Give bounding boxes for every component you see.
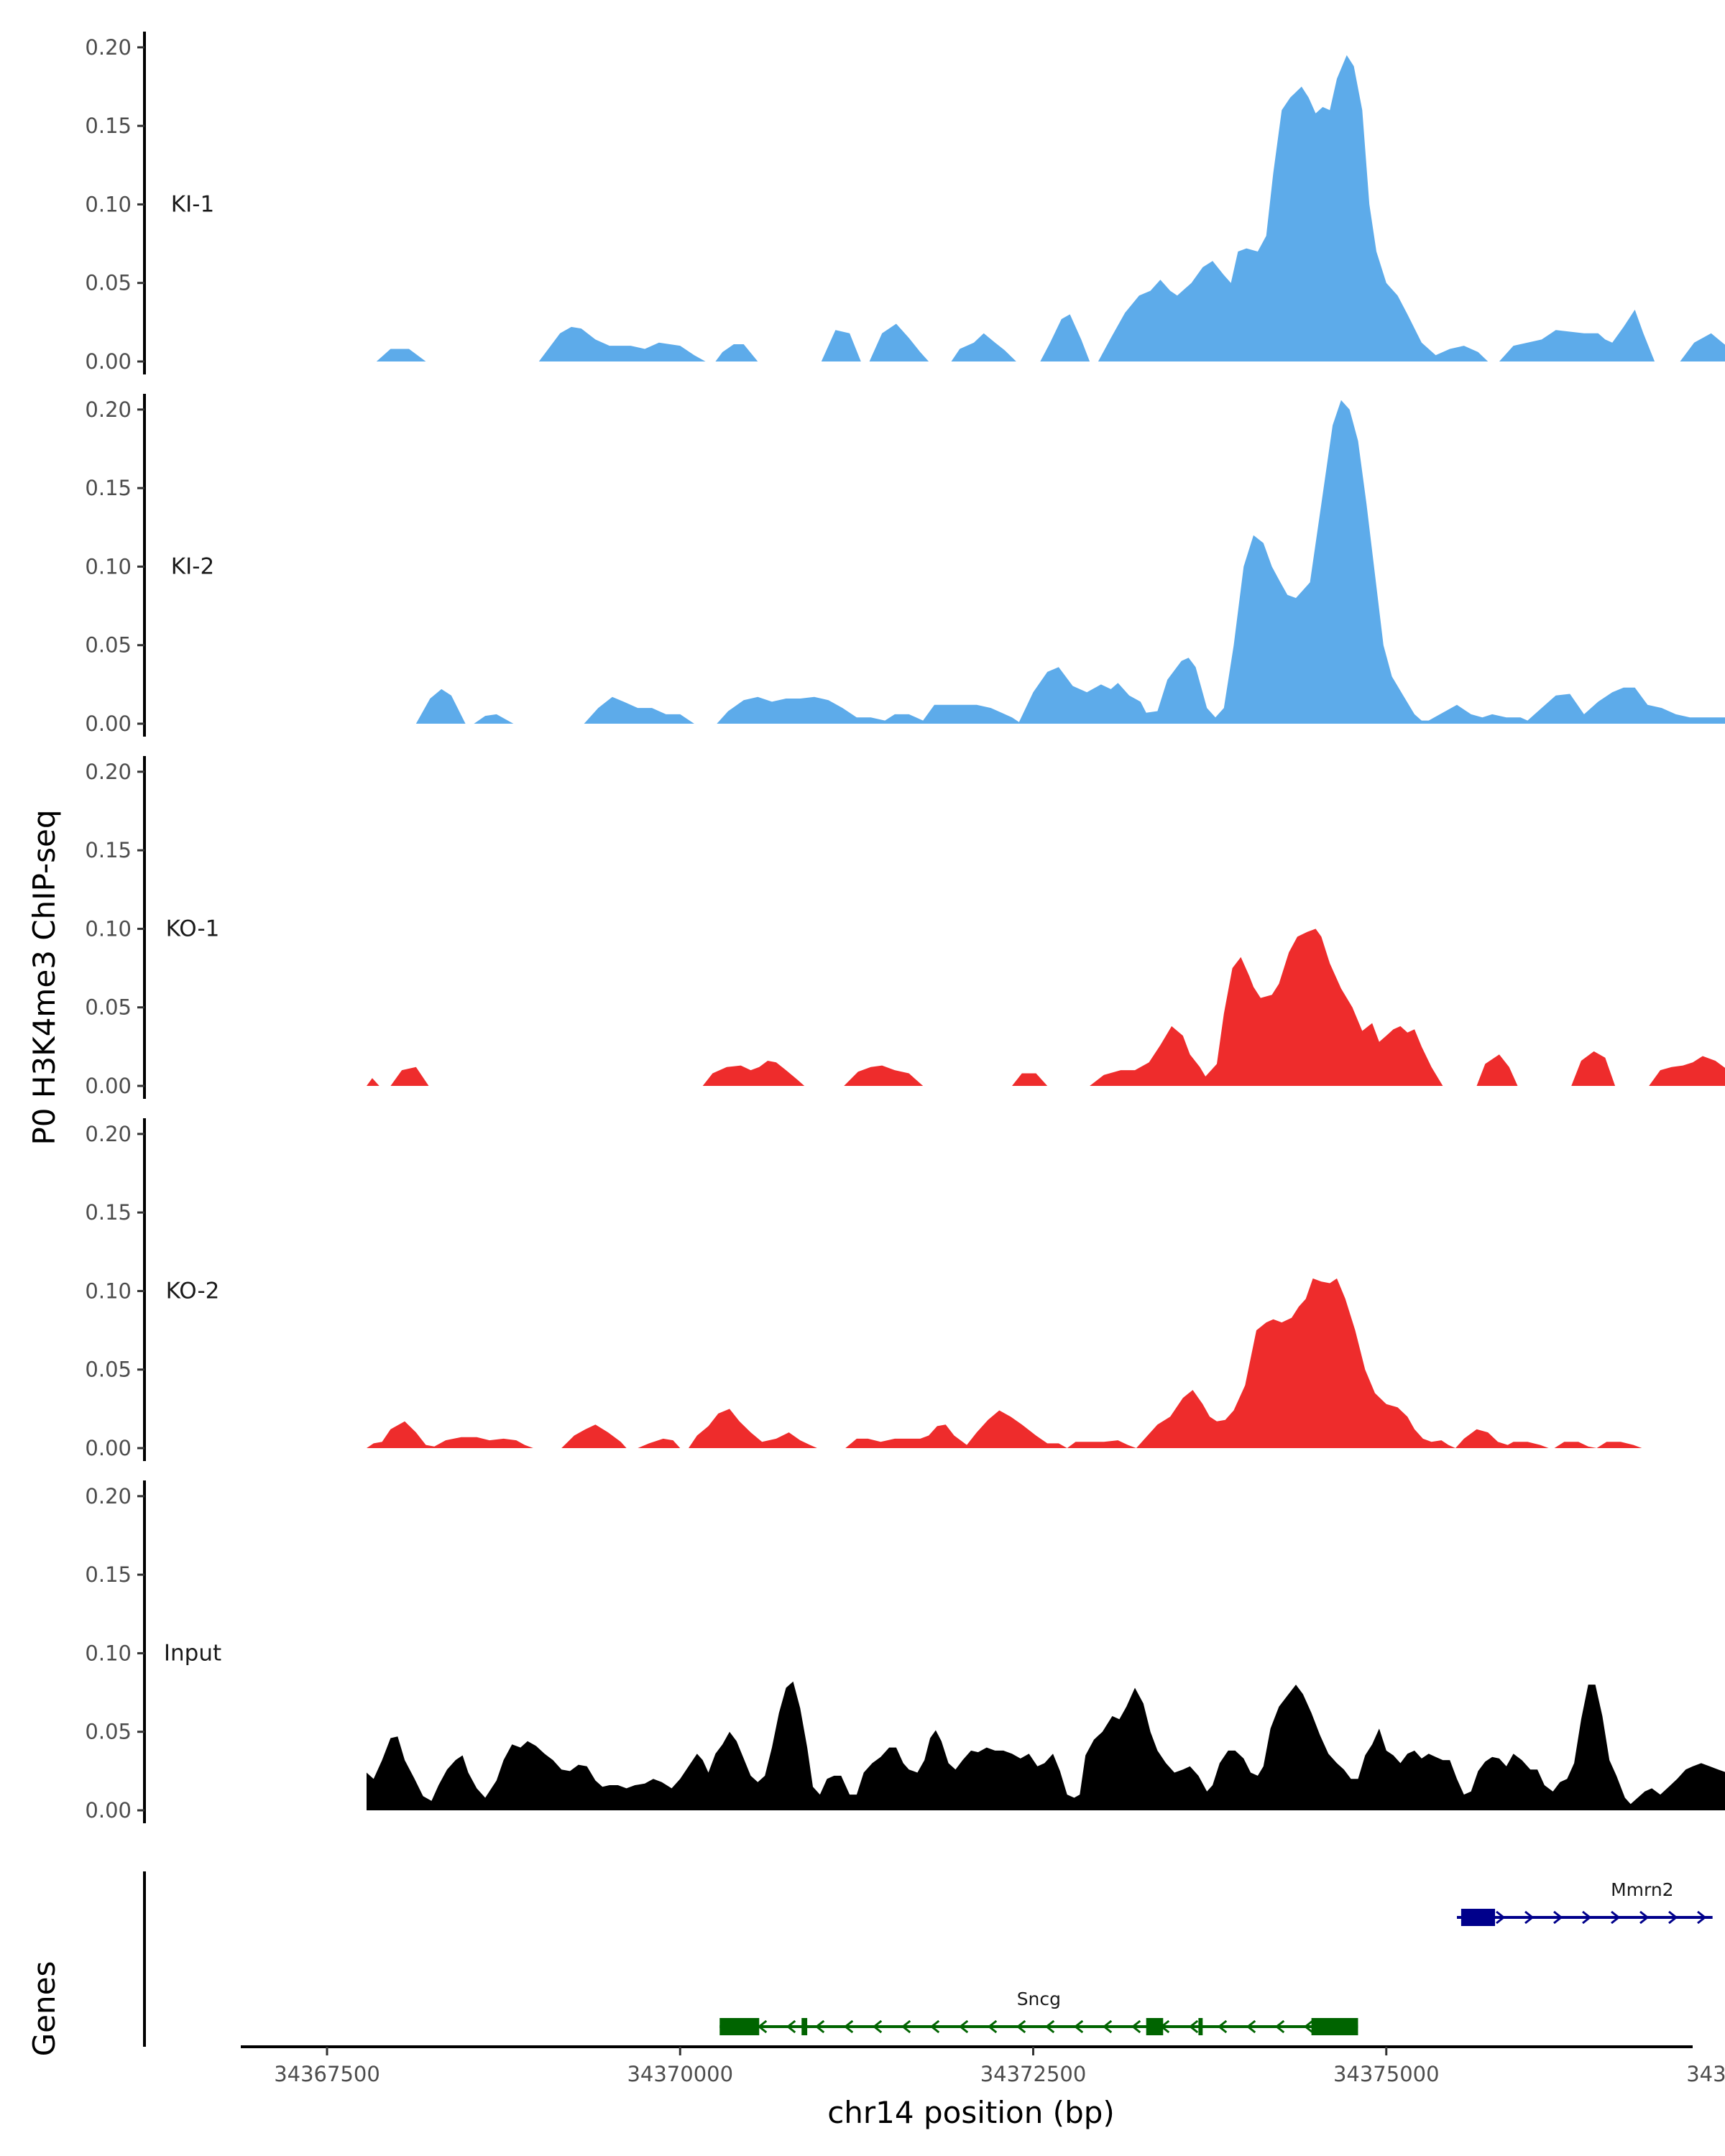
- y-tick-label: 0.05: [85, 1720, 132, 1744]
- exon: [1311, 2018, 1358, 2035]
- genes-axis-title: Genes: [27, 1961, 62, 2057]
- x-tick-label: 34370000: [627, 2062, 733, 2086]
- y-tick-label: 0.10: [85, 192, 132, 216]
- y-tick-label: 0.15: [85, 114, 132, 138]
- x-tick-label: 34375000: [1333, 2062, 1440, 2086]
- y-tick-label: 0.15: [85, 476, 132, 500]
- strand-arrow: [843, 2019, 854, 2034]
- track-ko-1: 0.00 0.05 0.10 0.15 0.20 KO-1: [85, 756, 1725, 1099]
- coverage-area-ki-1: [376, 55, 1725, 361]
- strand-arrow: [1188, 2019, 1199, 2034]
- y-axis-title: P0 H3K4me3 ChIP-seq: [27, 809, 62, 1145]
- strand-arrow: [814, 2019, 825, 2034]
- strand-arrow: [1303, 2019, 1314, 2034]
- y-tick-label: 0.00: [85, 711, 132, 736]
- strand-arrow: [1496, 1910, 1506, 1925]
- y-tick-label: 0.15: [85, 1200, 132, 1225]
- y-tick-label: 0.05: [85, 633, 132, 658]
- strand-arrow: [1073, 2019, 1084, 2034]
- y-tick-label: 0.05: [85, 271, 132, 295]
- exon: [1198, 2018, 1203, 2035]
- exon: [1146, 2018, 1164, 2035]
- y-tick-label: 0.00: [85, 1798, 132, 1823]
- y-tick-label: 0.10: [85, 1279, 132, 1303]
- y-tick-label: 0.00: [85, 349, 132, 374]
- strand-arrow: [1668, 1910, 1678, 1925]
- track-label: KO-2: [166, 1278, 220, 1304]
- track-ki-2: 0.00 0.05 0.10 0.15 0.20 KI-2: [85, 394, 1725, 737]
- exon: [801, 2018, 808, 2035]
- exon: [1460, 1909, 1496, 1926]
- strand-arrow: [901, 2019, 911, 2034]
- coverage-area-ko-1: [367, 929, 1725, 1086]
- y-tick-label: 0.05: [85, 1358, 132, 1382]
- strand-arrow: [929, 2019, 940, 2034]
- gene-mmrn2: Mmrn2: [1457, 1879, 1713, 1926]
- strand-arrow: [958, 2019, 969, 2034]
- strand-arrow: [1044, 2019, 1055, 2034]
- strand-arrow: [1217, 2019, 1228, 2034]
- gene-label: Sncg: [1017, 1989, 1061, 2009]
- gene-label: Mmrn2: [1611, 1879, 1674, 1900]
- strand-arrow: [1553, 1910, 1563, 1925]
- coverage-area-input: [367, 1681, 1725, 1810]
- strand-arrow: [1582, 1910, 1592, 1925]
- strand-arrow: [1639, 1910, 1650, 1925]
- strand-arrow: [987, 2019, 998, 2034]
- y-tick-label: 0.15: [85, 838, 132, 862]
- coverage-tracks: 0.00 0.05 0.10 0.15 0.20 KI-1 0.00 0.05 0.10 0.15…: [85, 32, 1725, 1823]
- strand-arrow: [1524, 1910, 1535, 1925]
- strand-arrow: [1697, 1910, 1707, 1925]
- track-label: KI-1: [171, 191, 214, 217]
- y-tick-label: 0.20: [85, 35, 132, 60]
- y-tick-label: 0.10: [85, 1641, 132, 1665]
- track-ki-1: 0.00 0.05 0.10 0.15 0.20 KI-1: [85, 32, 1725, 374]
- x-tick-label: 34377500: [1686, 2062, 1725, 2086]
- y-tick-label: 0.15: [85, 1562, 132, 1587]
- exon: [719, 2018, 760, 2035]
- strand-arrow: [1131, 2019, 1141, 2034]
- track-input: 0.00 0.05 0.10 0.15 0.20 Input: [85, 1480, 1725, 1823]
- y-tick-label: 0.00: [85, 1074, 132, 1098]
- strand-arrow: [1102, 2019, 1113, 2034]
- y-tick-label: 0.10: [85, 554, 132, 579]
- track-label: KI-2: [171, 553, 214, 579]
- y-tick-label: 0.20: [85, 760, 132, 784]
- x-tick-label: 34367500: [274, 2062, 380, 2086]
- strand-arrow: [1611, 1910, 1621, 1925]
- y-tick-label: 0.05: [85, 995, 132, 1020]
- x-axis: 34367500 34370000 34372500 34375000 34377500: [241, 2045, 1725, 2086]
- coverage-area-ki-2: [415, 400, 1725, 724]
- track-ko-2: 0.00 0.05 0.10 0.15 0.20 KO-2: [85, 1118, 1725, 1461]
- track-label: KO-1: [166, 916, 220, 941]
- y-tick-label: 0.10: [85, 916, 132, 941]
- coverage-area-ko-2: [367, 1278, 1725, 1448]
- x-axis-title: chr14 position (bp): [827, 2095, 1115, 2130]
- strand-arrow: [786, 2019, 796, 2034]
- x-tick-label: 34372500: [980, 2062, 1087, 2086]
- strand-arrow: [1246, 2019, 1256, 2034]
- y-tick-label: 0.20: [85, 1122, 132, 1146]
- gene-sncg: Sncg: [719, 1989, 1358, 2035]
- strand-arrow: [872, 2019, 883, 2034]
- y-tick-label: 0.00: [85, 1436, 132, 1460]
- y-tick-label: 0.20: [85, 1484, 132, 1508]
- y-tick-label: 0.20: [85, 397, 132, 422]
- strand-arrow: [1016, 2019, 1026, 2034]
- track-label: Input: [164, 1640, 221, 1666]
- gene-track: Sncg Mmrn2: [143, 1871, 1713, 2047]
- strand-arrow: [1274, 2019, 1285, 2034]
